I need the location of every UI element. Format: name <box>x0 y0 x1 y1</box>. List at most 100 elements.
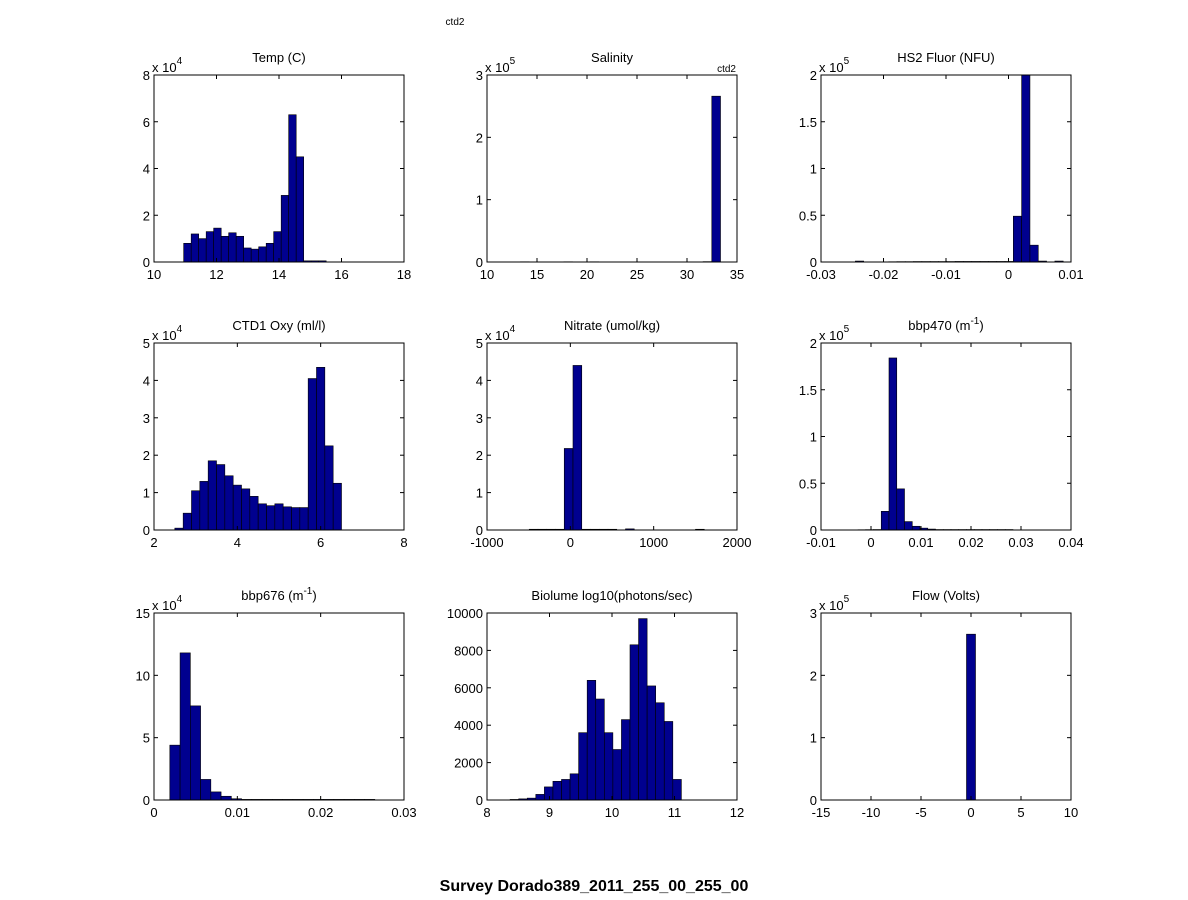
histogram-bar <box>265 243 274 263</box>
x-tick-label: 15 <box>530 267 544 282</box>
histogram-bar <box>911 525 921 531</box>
chart-title: Biolume log10(photons/sec) <box>531 588 692 603</box>
x-tick-label: -15 <box>812 805 831 820</box>
y-tick-label: 10 <box>136 668 150 683</box>
histogram-bar <box>220 795 232 801</box>
histogram-bar <box>612 749 622 801</box>
figure-top-label: ctd2 <box>446 17 465 28</box>
y-tick-label: 2 <box>810 68 817 83</box>
plot-area-frame <box>820 74 1072 263</box>
x-tick-label: 0 <box>567 535 574 550</box>
histogram-bar <box>655 702 665 801</box>
x-tick-label: 2 <box>150 535 157 550</box>
y-tick-label: 4 <box>476 373 483 388</box>
y-tick-label: 15 <box>136 606 150 621</box>
y-tick-label: 0 <box>143 255 150 270</box>
histogram-bar <box>216 464 226 531</box>
chart-panel: 10 15 20 25 30 35 0 1 2 3x 105 Salinity ctd2 <box>476 50 744 282</box>
y-tick-label: 1 <box>810 430 817 445</box>
chart-title: Salinity <box>591 50 633 65</box>
chart-panel: -0.03 -0.02 -0.01 0 0.01 0 0.5 1 1.5 2x 105 HS2 Fl… <box>799 50 1084 282</box>
y-tick-label: 2 <box>476 130 483 145</box>
histogram-bar <box>595 698 605 801</box>
histogram-bar <box>199 481 209 531</box>
histogram-bar <box>324 445 334 531</box>
y-tick-label: 6 <box>143 115 150 130</box>
x-tick-label: 0.03 <box>391 805 416 820</box>
histogram-bar <box>205 231 214 263</box>
histogram-bar <box>200 779 212 801</box>
y-tick-label: 0 <box>810 255 817 270</box>
histogram-bar <box>266 505 276 531</box>
histogram-bar <box>569 773 579 801</box>
x-tick-label: 6 <box>317 535 324 550</box>
histogram-bar <box>604 732 614 801</box>
x-tick-label: 11 <box>668 805 682 820</box>
chart-title: CTD1 Oxy (ml/l) <box>232 318 325 333</box>
histogram-bar <box>250 248 259 263</box>
histogram-bar <box>578 732 588 801</box>
histogram-bar <box>563 448 574 531</box>
histogram-bar <box>213 227 222 263</box>
chart-panel: 8 9 10 11 12 0 2000 4000 6000 8000 10000 Biolume lo… <box>447 588 744 820</box>
histogram-bar <box>191 490 201 531</box>
x-tick-label: 8 <box>483 805 490 820</box>
histogram-bar <box>966 633 976 801</box>
x-tick-label: 20 <box>580 267 594 282</box>
histogram-bar <box>280 195 289 263</box>
histogram-bar <box>190 705 201 801</box>
y-exponent-label: x 105 <box>819 56 850 75</box>
y-tick-label: 0 <box>810 523 817 538</box>
histogram-bar <box>291 507 301 531</box>
x-tick-label: 18 <box>397 267 411 282</box>
x-tick-label: -10 <box>862 805 881 820</box>
x-tick-label: 8 <box>400 535 407 550</box>
corner-label: ctd2 <box>717 64 736 75</box>
x-tick-label: 0.02 <box>308 805 333 820</box>
y-exponent-label: x 104 <box>152 324 183 343</box>
histogram-bar <box>274 503 284 531</box>
x-tick-label: -0.01 <box>806 535 836 550</box>
histogram-bar <box>220 235 229 263</box>
x-tick-label: 10 <box>480 267 494 282</box>
y-tick-label: 0 <box>143 793 150 808</box>
x-tick-label: 0.01 <box>225 805 250 820</box>
x-tick-label: -1000 <box>470 535 503 550</box>
y-tick-label: 2 <box>476 448 483 463</box>
y-exponent-label: x 105 <box>819 594 850 613</box>
histogram-bar <box>273 231 282 263</box>
chart-title: Nitrate (umol/kg) <box>564 318 660 333</box>
x-tick-label: -0.02 <box>869 267 899 282</box>
histogram-bar <box>183 243 192 263</box>
y-tick-label: 2000 <box>454 756 483 771</box>
histogram-bar <box>228 232 237 263</box>
x-tick-label: 10 <box>147 267 161 282</box>
histogram-bar <box>235 235 244 263</box>
chart-panel: 0 0.01 0.02 0.03 0 5 10 15x 104 bbp676 (m-1) <box>136 586 417 820</box>
plot-area-frame <box>153 342 405 531</box>
histogram-bar <box>1021 74 1031 263</box>
histogram-bar <box>663 721 674 801</box>
y-tick-label: 6000 <box>454 681 483 696</box>
histogram-bar <box>572 365 583 531</box>
x-tick-label: 0.03 <box>1008 535 1033 550</box>
y-tick-label: 5 <box>143 731 150 746</box>
x-tick-label: 12 <box>209 267 223 282</box>
y-tick-label: 1 <box>476 486 483 501</box>
chart-panel: 2 4 6 8 0 1 2 3 4 5x 104 CTD1 Oxy (ml/l) <box>143 318 408 550</box>
y-tick-label: 2 <box>810 668 817 683</box>
x-tick-label: 0 <box>1005 267 1012 282</box>
histogram-bar <box>169 744 181 801</box>
histogram-bar <box>210 791 222 801</box>
x-tick-label: 0 <box>867 535 874 550</box>
y-tick-label: 0 <box>810 793 817 808</box>
y-tick-label: 0 <box>476 255 483 270</box>
histogram-bar <box>629 644 639 801</box>
x-tick-label: -0.01 <box>931 267 961 282</box>
plot-area-frame <box>486 342 738 531</box>
histogram-bar <box>888 357 898 531</box>
y-tick-label: 2 <box>810 336 817 351</box>
histogram-bar <box>190 233 199 263</box>
